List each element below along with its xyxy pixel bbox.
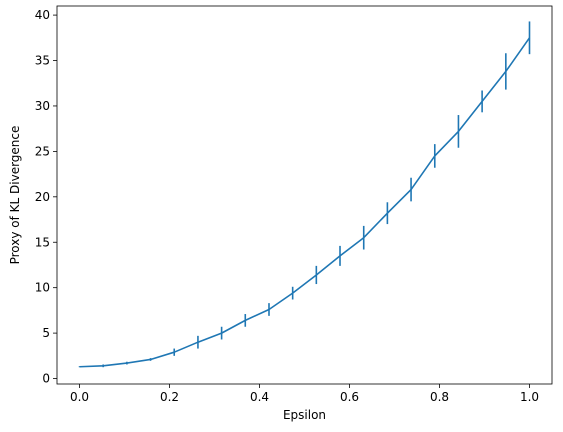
plot-area xyxy=(78,21,531,368)
y-tick-label: 40 xyxy=(35,8,50,22)
x-tick-label: 0.0 xyxy=(70,390,89,404)
y-tick-label: 0 xyxy=(42,372,50,386)
y-tick-label: 5 xyxy=(42,326,50,340)
x-tick-label: 0.8 xyxy=(430,390,449,404)
x-tick-label: 0.2 xyxy=(160,390,179,404)
x-axis-label: Epsilon xyxy=(283,408,326,422)
y-tick-label: 30 xyxy=(35,99,50,113)
axes: 0.0 0.2 0.4 0.6 0.8 1.0 0 5 10 15 20 25 30 35 40 xyxy=(35,5,553,404)
x-tick-label: 1.0 xyxy=(520,390,539,404)
y-tick-label: 15 xyxy=(35,235,50,249)
y-tick-label: 35 xyxy=(35,54,50,68)
y-tick-label: 25 xyxy=(35,144,50,158)
x-tick-label: 0.6 xyxy=(340,390,359,404)
axes-frame xyxy=(56,5,553,385)
x-tick-label: 0.4 xyxy=(250,390,269,404)
series-line xyxy=(79,37,531,368)
y-tick-label: 10 xyxy=(35,281,50,295)
y-axis-label: Proxy of KL Divergence xyxy=(8,126,22,265)
y-tick-label: 20 xyxy=(35,190,50,204)
